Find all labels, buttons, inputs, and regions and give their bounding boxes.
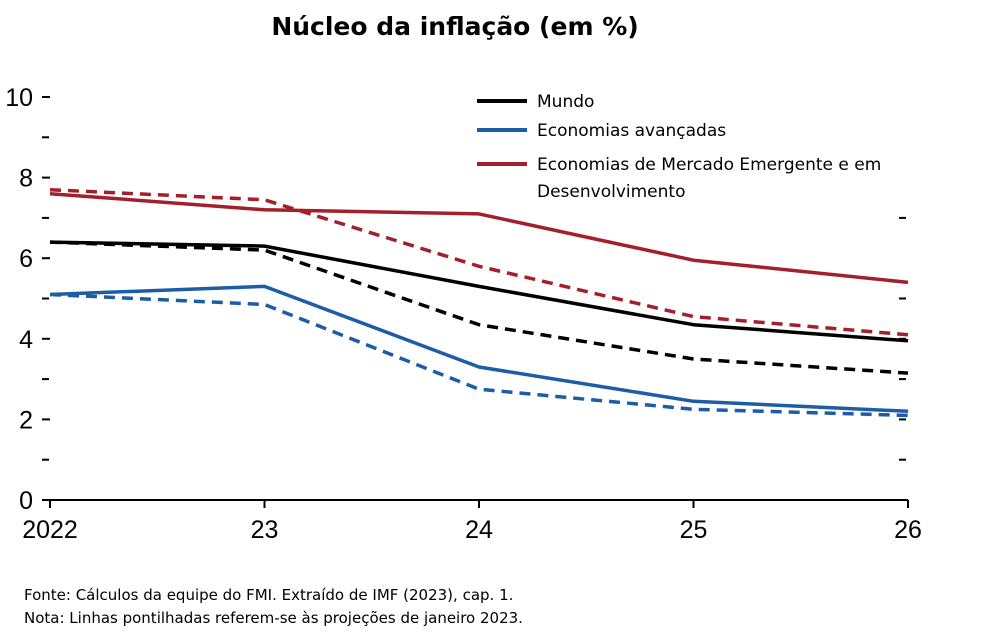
legend-label: Economias avançadas: [537, 121, 726, 141]
x-tick-label: 26: [894, 516, 922, 544]
series-line-5-projection: [49, 187, 909, 337]
source-note: Fonte: Cálculos da equipe do FMI. Extraí…: [24, 586, 514, 604]
y-tick-label: 0: [19, 487, 33, 515]
y-tick-label: 6: [19, 245, 33, 273]
x-tick-label: 25: [680, 516, 708, 544]
chart-notes: Fonte: Cálculos da equipe do FMI. Extraí…: [24, 584, 523, 630]
y-tick-label: 4: [19, 326, 33, 354]
y-tick-label: 10: [5, 84, 33, 112]
series-line-1-projection: [49, 240, 909, 375]
legend-label: Economias de Mercado Emergente e em: [537, 155, 881, 175]
x-tick-label: 24: [465, 516, 493, 544]
projection-note: Nota: Linhas pontilhadas referem-se às p…: [24, 609, 523, 627]
y-tick-label: 2: [19, 406, 33, 434]
series-line-4-current: [49, 191, 909, 285]
legend-label: Desenvolvimento: [537, 182, 685, 202]
x-tick-label: 2022: [22, 516, 78, 544]
chart-title: Núcleo da inflação (em %): [271, 12, 639, 41]
legend-label: Mundo: [537, 92, 594, 112]
series-line-0-current: [49, 240, 909, 343]
x-tick-label: 23: [251, 516, 279, 544]
y-tick-label: 8: [19, 165, 33, 193]
legend: Mundo Economias avançadas Economias de Mer…: [477, 92, 881, 202]
series-layer: [49, 187, 909, 418]
series-line-2-current: [49, 284, 909, 414]
series-line-3-projection: [49, 292, 909, 418]
